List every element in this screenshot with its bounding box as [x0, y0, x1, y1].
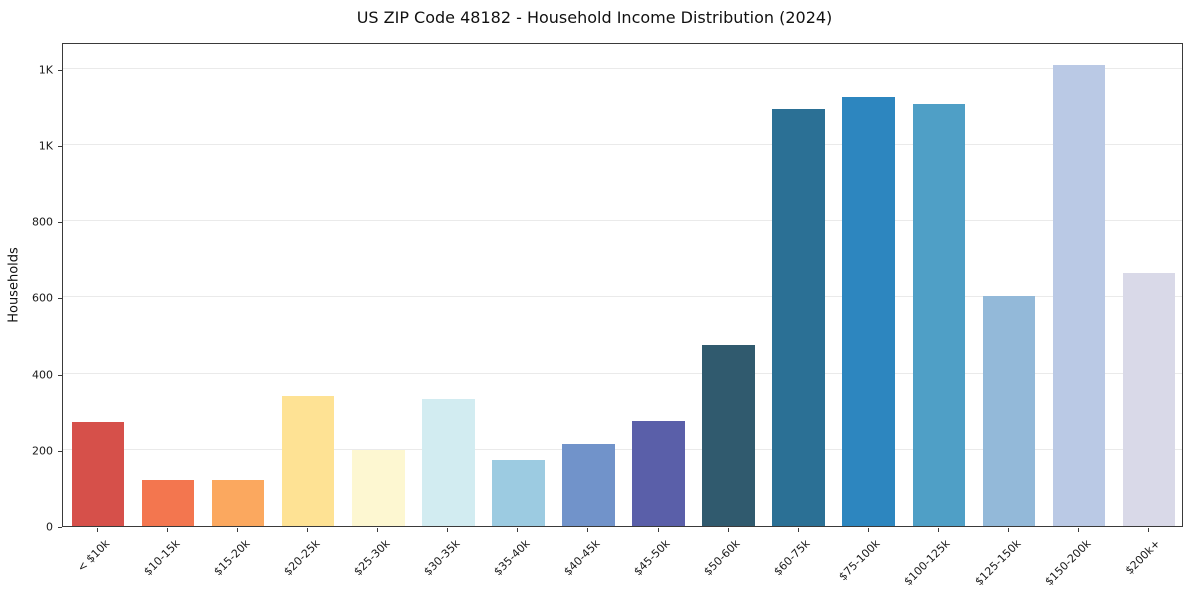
x-tick-mark [728, 528, 729, 532]
x-tick-label: $45-50k [631, 537, 673, 579]
bar [281, 396, 335, 526]
y-tick-mark [58, 298, 62, 299]
y-tick-mark [58, 146, 62, 147]
y-tick-label: 200 [32, 444, 53, 458]
y-tick-label: 1K [38, 63, 53, 77]
bar [1052, 64, 1106, 526]
y-tick-label: 0 [46, 520, 53, 534]
x-tick-mark [1008, 528, 1009, 532]
x-tick-mark [307, 528, 308, 532]
x-tick-label: $40-45k [561, 537, 603, 579]
y-tick-label: 1K [38, 139, 53, 153]
gridline [63, 220, 1182, 222]
gridline [63, 372, 1182, 374]
bar [492, 460, 545, 526]
x-tick-mark [587, 528, 588, 532]
bar [211, 480, 265, 526]
x-tick-label: $35-40k [491, 537, 533, 579]
x-tick-label: $50-60k [701, 537, 743, 579]
x-tick-label: $10-15k [141, 537, 183, 579]
x-tick-mark [97, 528, 98, 532]
y-tick-label: 600 [32, 291, 53, 305]
bar [842, 97, 895, 526]
y-tick-label: 800 [32, 215, 53, 229]
gridline [63, 448, 1182, 450]
bar [912, 104, 966, 526]
bar [632, 420, 685, 526]
bar [772, 108, 825, 526]
y-axis-label: Households [6, 247, 22, 323]
x-tick-mark [1078, 528, 1079, 532]
x-tick-label: $15-20k [211, 537, 253, 579]
y-tick-mark [58, 70, 62, 71]
x-tick-mark [1148, 528, 1149, 532]
x-tick-mark [517, 528, 518, 532]
x-tick-label: $125-150k [971, 537, 1024, 589]
x-tick-label: $20-25k [281, 537, 323, 579]
bar [702, 344, 755, 526]
y-tick-mark [58, 375, 62, 376]
y-tick-mark [58, 451, 62, 452]
bar [352, 449, 405, 526]
bar [562, 444, 615, 526]
chart-title: US ZIP Code 48182 - Household Income Dis… [356, 8, 833, 27]
x-tick-label: $30-35k [421, 537, 463, 579]
y-tick-mark [58, 222, 62, 223]
x-tick-label: < $10k [74, 537, 113, 575]
x-tick-label: $60-75k [771, 537, 813, 579]
x-tick-label: $100-125k [901, 537, 953, 589]
x-tick-label: $25-30k [351, 537, 393, 579]
y-tick-label: 400 [32, 368, 53, 382]
bar [71, 421, 125, 526]
gridline [63, 67, 1182, 69]
bar [141, 479, 195, 526]
x-tick-mark [938, 528, 939, 532]
x-tick-mark [237, 528, 238, 532]
x-tick-label: $150-200k [1041, 537, 1094, 589]
x-tick-mark [167, 528, 168, 532]
bar [982, 296, 1036, 526]
x-tick-mark [868, 528, 869, 532]
bar [1122, 272, 1176, 526]
x-tick-mark [798, 528, 799, 532]
bar [422, 399, 475, 526]
x-tick-mark [658, 528, 659, 532]
gridline [63, 296, 1182, 298]
plot-area [62, 43, 1183, 527]
x-tick-label: $200k+ [1123, 537, 1164, 578]
x-tick-mark [447, 528, 448, 532]
x-tick-mark [377, 528, 378, 532]
y-tick-mark [58, 527, 62, 528]
x-tick-label: $75-100k [836, 537, 883, 584]
gridline [63, 143, 1182, 145]
